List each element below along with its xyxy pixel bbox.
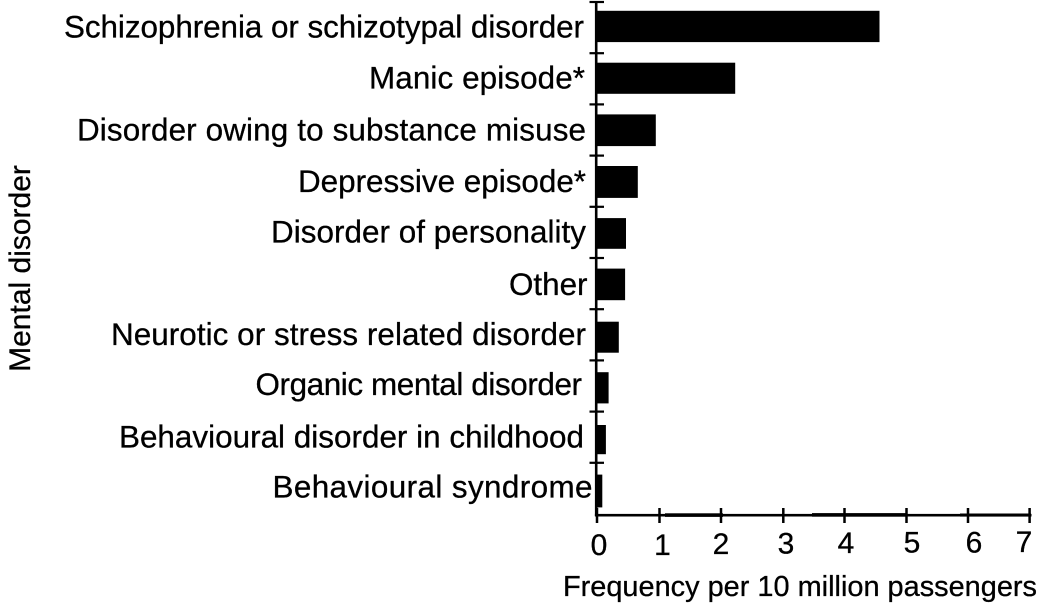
svg-text:Neurotic or stress related dis: Neurotic or stress related disorder	[111, 317, 586, 352]
svg-text:Behavioural disorder in childh: Behavioural disorder in childhood	[119, 419, 584, 454]
svg-text:Organic mental disorder: Organic mental disorder	[256, 367, 583, 402]
svg-text:6: 6	[966, 527, 983, 560]
svg-text:Schizophrenia or schizotypal d: Schizophrenia or schizotypal disorder	[64, 9, 584, 44]
svg-text:7: 7	[1016, 526, 1033, 559]
svg-text:Mental disorder: Mental disorder	[4, 165, 37, 372]
svg-text:1: 1	[654, 529, 671, 562]
svg-text:Depressive episode*: Depressive episode*	[298, 164, 586, 199]
svg-text:Disorder of personality: Disorder of personality	[271, 215, 586, 250]
svg-text:Manic episode*: Manic episode*	[369, 61, 585, 96]
svg-text:4: 4	[838, 527, 855, 560]
svg-text:Frequency per 10 million passe: Frequency per 10 million passengers	[563, 571, 1037, 603]
svg-text:Other: Other	[509, 267, 588, 302]
svg-text:Disorder owing to substance mi: Disorder owing to substance misuse	[77, 113, 586, 148]
svg-text:3: 3	[778, 528, 795, 561]
svg-text:5: 5	[904, 527, 921, 560]
svg-text:Behavioural syndrome: Behavioural syndrome	[273, 469, 593, 504]
svg-text:2: 2	[713, 528, 730, 561]
svg-text:0: 0	[591, 529, 608, 562]
